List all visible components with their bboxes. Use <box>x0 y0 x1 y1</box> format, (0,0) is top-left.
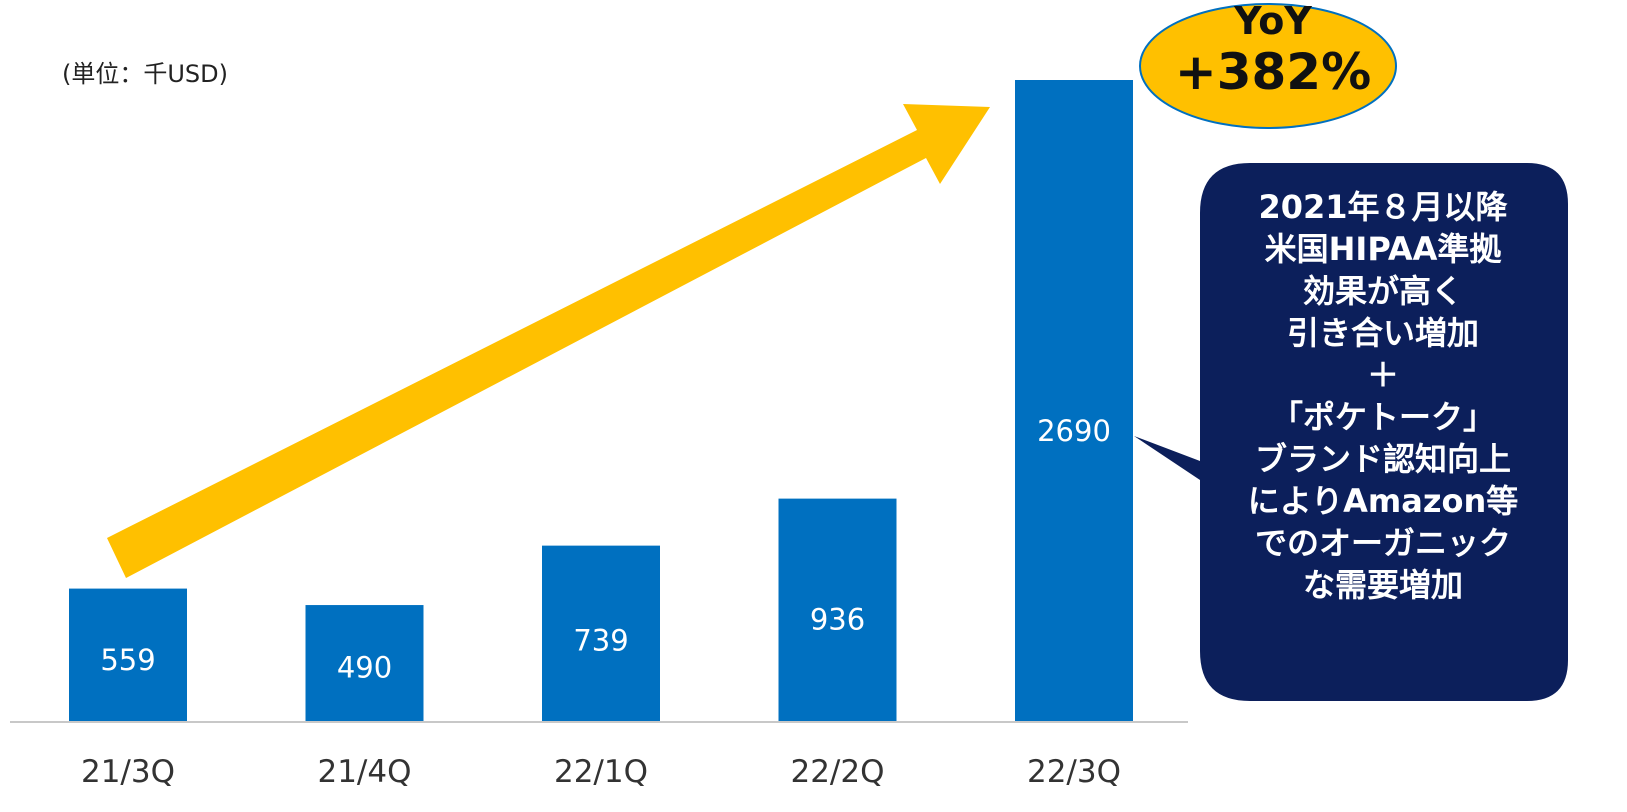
yoy-badge-ellipse <box>1139 3 1397 129</box>
x-tick-label: 22/3Q <box>1027 754 1121 790</box>
callout-line: によりAmazon等 <box>1247 482 1519 520</box>
callout-line: でのオーガニック <box>1254 524 1511 562</box>
growth-arrow <box>107 104 990 578</box>
bar-value-label: 2690 <box>1037 414 1111 448</box>
callout-box <box>1134 163 1568 701</box>
bars-group <box>69 80 1133 722</box>
callout-line: 「ポケトーク」 <box>1270 398 1495 436</box>
x-tick-label: 21/3Q <box>81 754 175 790</box>
bar-22/2Q <box>778 498 897 722</box>
yoy-badge: YoY +382% <box>1143 0 1403 101</box>
bar-22/3Q <box>1015 80 1133 722</box>
callout-line: ＋ <box>1366 356 1399 394</box>
bar-22/1Q <box>542 545 660 722</box>
yoy-badge-title: YoY <box>1234 0 1312 43</box>
callout-line: ブランド認知向上 <box>1254 440 1511 478</box>
bar-value-label: 936 <box>810 602 865 636</box>
bar-21/3Q <box>69 588 187 722</box>
x-tick-label: 21/4Q <box>317 754 411 790</box>
bar-value-label: 559 <box>100 643 155 677</box>
callout-line: 効果が高く <box>1302 272 1463 310</box>
x-tick-labels-group: 21/3Q 21/4Q 22/1Q 22/2Q 22/3Q <box>81 754 1121 790</box>
x-tick-label: 22/1Q <box>554 754 648 790</box>
yoy-badge-value: +382% <box>1174 42 1372 101</box>
bar-labels-group: 559 490 739 936 2690 <box>100 414 1111 684</box>
bar-21/4Q <box>305 605 424 722</box>
callout-line: 引き合い増加 <box>1286 314 1479 352</box>
callout-text: 2021年８月以降 米国HIPAA準拠 効果が高く 引き合い増加 ＋ 「ポケトー… <box>1200 186 1566 606</box>
callout-line: な需要増加 <box>1302 566 1463 604</box>
x-tick-label: 22/2Q <box>790 754 884 790</box>
unit-label: (単位：千USD) <box>62 60 229 88</box>
bar-value-label: 739 <box>573 624 628 658</box>
callout-line: 米国HIPAA準拠 <box>1264 230 1502 268</box>
bar-value-label: 490 <box>337 650 392 684</box>
callout-line: 2021年８月以降 <box>1258 188 1508 226</box>
